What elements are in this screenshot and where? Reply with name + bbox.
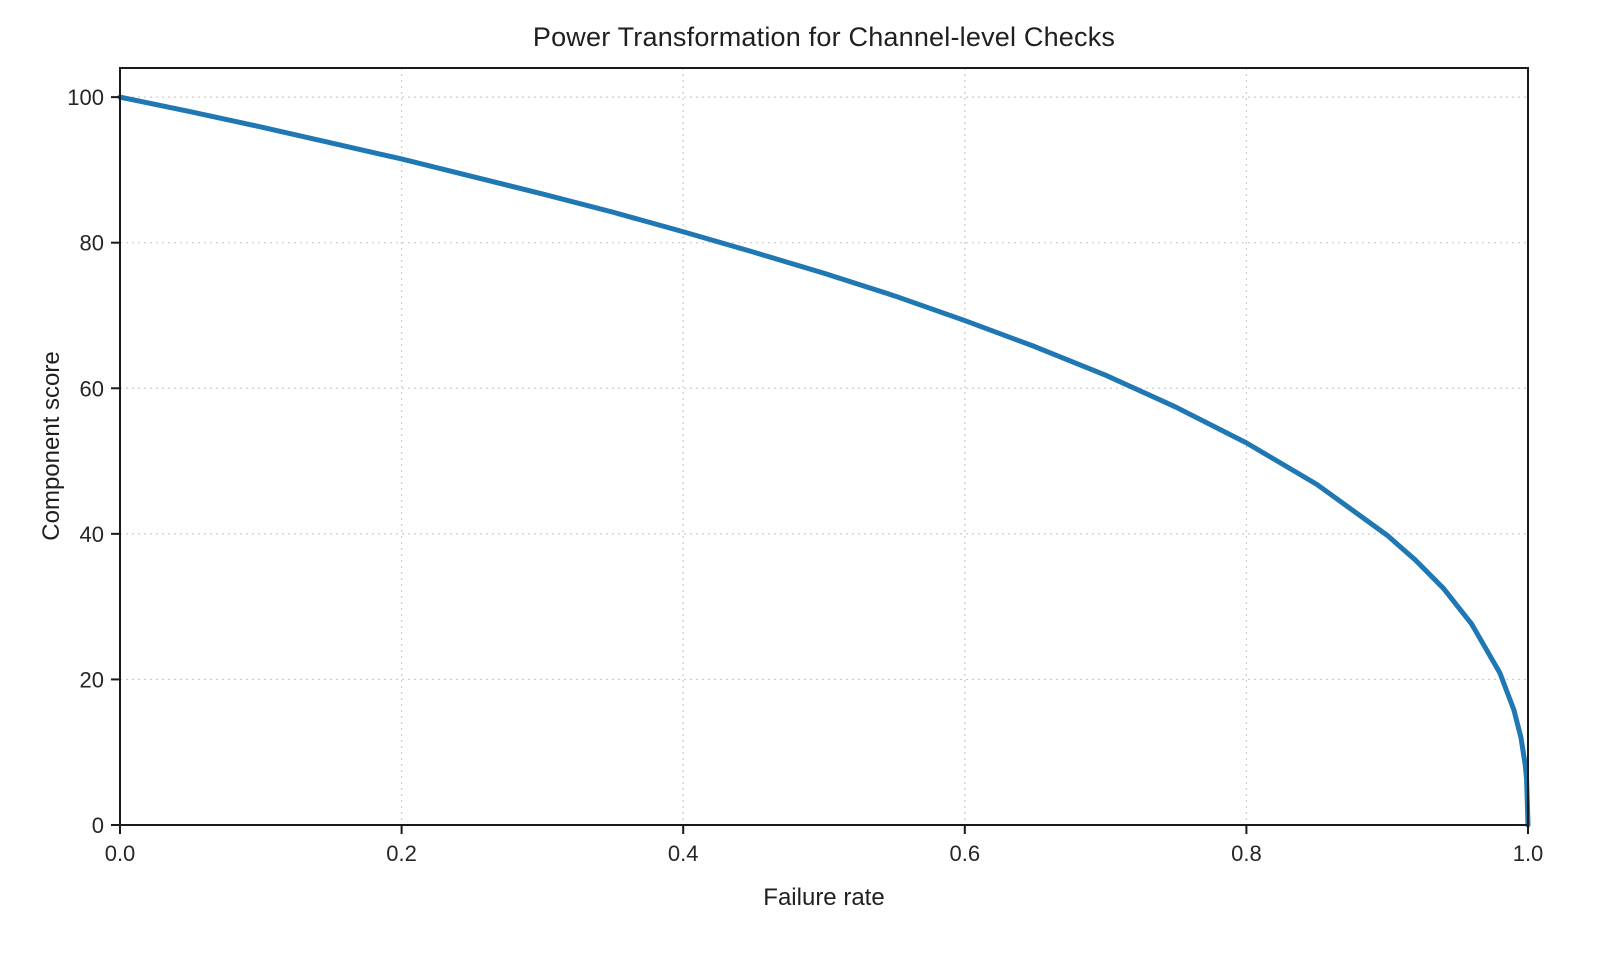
x-axis-label: Failure rate bbox=[763, 884, 885, 911]
x-tick-label: 0.8 bbox=[1231, 841, 1262, 866]
x-tick-label: 0.6 bbox=[950, 841, 981, 866]
x-tick-label: 0.0 bbox=[105, 841, 136, 866]
axes-spines bbox=[119, 67, 1529, 826]
component-score-curve bbox=[117, 94, 1531, 828]
chart-title: Power Transformation for Channel-level C… bbox=[532, 22, 1116, 52]
y-tick-label: 20 bbox=[80, 667, 104, 692]
x-tick-label: 1.0 bbox=[1513, 841, 1544, 866]
y-tick-label: 40 bbox=[80, 522, 104, 547]
y-tick-label: 60 bbox=[80, 376, 104, 401]
y-tick-label: 0 bbox=[92, 813, 104, 838]
y-tick-label: 80 bbox=[80, 231, 104, 256]
x-tick-label: 0.4 bbox=[668, 841, 699, 866]
x-tick-label: 0.2 bbox=[386, 841, 417, 866]
y-tick-label: 100 bbox=[67, 85, 104, 110]
